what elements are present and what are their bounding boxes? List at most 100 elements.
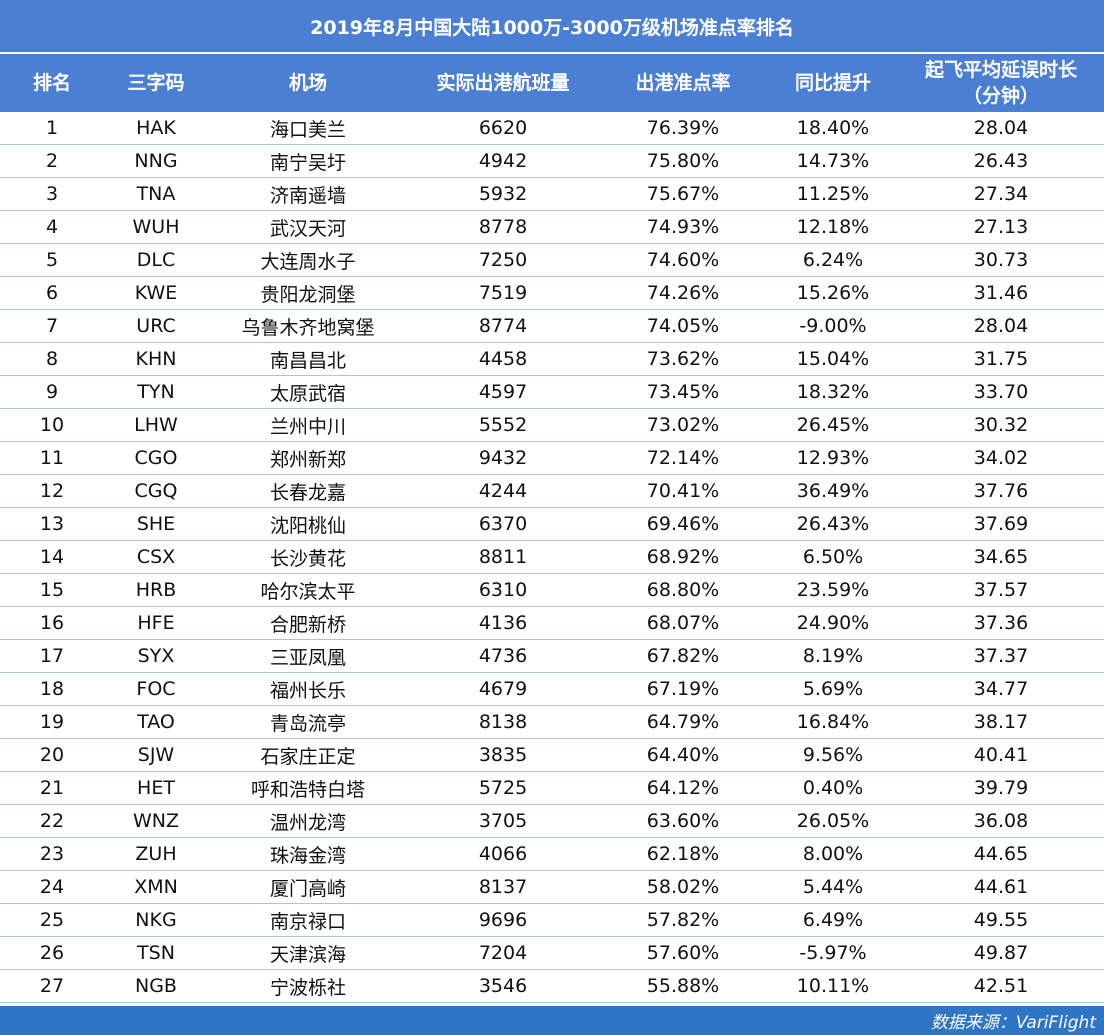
- cell-yoy: 24.90%: [768, 606, 898, 640]
- cell-delay: 34.77: [898, 672, 1104, 706]
- cell-flights: 4679: [408, 672, 598, 706]
- cell-rank: 14: [0, 540, 104, 574]
- cell-yoy: 12.93%: [768, 441, 898, 475]
- table-title: 2019年8月中国大陆1000万-3000万级机场准点率排名: [0, 0, 1104, 54]
- cell-flights: 4136: [408, 606, 598, 640]
- cell-airport: 兰州中川: [208, 408, 408, 442]
- cell-flights: 7519: [408, 276, 598, 310]
- cell-rank: 19: [0, 705, 104, 739]
- cell-flights: 3835: [408, 738, 598, 772]
- cell-rank: 17: [0, 639, 104, 673]
- cell-delay: 31.75: [898, 342, 1104, 376]
- cell-delay: 37.36: [898, 606, 1104, 640]
- cell-ontime: 63.60%: [598, 804, 768, 838]
- cell-delay: 37.69: [898, 507, 1104, 541]
- cell-yoy: 8.00%: [768, 837, 898, 871]
- cell-flights: 6310: [408, 573, 598, 607]
- cell-airport: 三亚凤凰: [208, 639, 408, 673]
- cell-code: CSX: [104, 540, 208, 574]
- cell-ontime: 76.39%: [598, 112, 768, 145]
- table-row: 19 TAO 青岛流亭 8138 64.79% 16.84% 38.17: [0, 705, 1104, 739]
- ranking-table: 排名 三字码 机场 实际出港航班量 出港准点率 同比提升 起飞平均延误时长 （分…: [0, 54, 1104, 1003]
- cell-code: NNG: [104, 144, 208, 178]
- cell-rank: 16: [0, 606, 104, 640]
- cell-flights: 3705: [408, 804, 598, 838]
- table-row: 5 DLC 大连周水子 7250 74.60% 6.24% 30.73: [0, 243, 1104, 277]
- cell-ontime: 57.60%: [598, 936, 768, 970]
- cell-flights: 4736: [408, 639, 598, 673]
- cell-airport: 南京禄口: [208, 903, 408, 937]
- cell-rank: 18: [0, 672, 104, 706]
- cell-delay: 36.08: [898, 804, 1104, 838]
- cell-yoy: 36.49%: [768, 474, 898, 508]
- table-row: 11 CGO 郑州新郑 9432 72.14% 12.93% 34.02: [0, 441, 1104, 475]
- table-row: 22 WNZ 温州龙湾 3705 63.60% 26.05% 36.08: [0, 804, 1104, 838]
- table-row: 25 NKG 南京禄口 9696 57.82% 6.49% 49.55: [0, 903, 1104, 937]
- cell-rank: 12: [0, 474, 104, 508]
- cell-ontime: 74.60%: [598, 243, 768, 277]
- cell-flights: 8138: [408, 705, 598, 739]
- table-row: 4 WUH 武汉天河 8778 74.93% 12.18% 27.13: [0, 210, 1104, 244]
- cell-code: SHE: [104, 507, 208, 541]
- cell-delay: 28.04: [898, 112, 1104, 145]
- cell-delay: 28.04: [898, 309, 1104, 343]
- cell-ontime: 55.88%: [598, 969, 768, 1003]
- cell-code: WNZ: [104, 804, 208, 838]
- cell-rank: 3: [0, 177, 104, 211]
- cell-ontime: 73.02%: [598, 408, 768, 442]
- cell-flights: 4458: [408, 342, 598, 376]
- cell-airport: 乌鲁木齐地窝堡: [208, 309, 408, 343]
- cell-ontime: 64.79%: [598, 705, 768, 739]
- cell-airport: 大连周水子: [208, 243, 408, 277]
- cell-rank: 7: [0, 309, 104, 343]
- cell-delay: 37.57: [898, 573, 1104, 607]
- cell-rank: 26: [0, 936, 104, 970]
- cell-ontime: 68.07%: [598, 606, 768, 640]
- cell-flights: 5552: [408, 408, 598, 442]
- cell-airport: 太原武宿: [208, 375, 408, 409]
- cell-code: TNA: [104, 177, 208, 211]
- cell-code: SJW: [104, 738, 208, 772]
- table-row: 14 CSX 长沙黄花 8811 68.92% 6.50% 34.65: [0, 540, 1104, 574]
- cell-rank: 21: [0, 771, 104, 805]
- cell-flights: 4244: [408, 474, 598, 508]
- cell-flights: 8774: [408, 309, 598, 343]
- cell-yoy: 6.50%: [768, 540, 898, 574]
- table-row: 13 SHE 沈阳桃仙 6370 69.46% 26.43% 37.69: [0, 507, 1104, 541]
- cell-delay: 34.65: [898, 540, 1104, 574]
- cell-airport: 青岛流亭: [208, 705, 408, 739]
- cell-delay: 31.46: [898, 276, 1104, 310]
- cell-yoy: 10.11%: [768, 969, 898, 1003]
- cell-code: HAK: [104, 112, 208, 145]
- cell-flights: 7204: [408, 936, 598, 970]
- cell-code: KWE: [104, 276, 208, 310]
- cell-yoy: 9.56%: [768, 738, 898, 772]
- table-row: 1 HAK 海口美兰 6620 76.39% 18.40% 28.04: [0, 112, 1104, 145]
- header-delay: 起飞平均延误时长 （分钟）: [898, 54, 1104, 112]
- cell-flights: 3546: [408, 969, 598, 1003]
- cell-airport: 南昌昌北: [208, 342, 408, 376]
- cell-code: TAO: [104, 705, 208, 739]
- cell-yoy: 8.19%: [768, 639, 898, 673]
- cell-delay: 49.87: [898, 936, 1104, 970]
- cell-code: DLC: [104, 243, 208, 277]
- cell-rank: 27: [0, 969, 104, 1003]
- cell-ontime: 64.12%: [598, 771, 768, 805]
- cell-ontime: 70.41%: [598, 474, 768, 508]
- cell-rank: 22: [0, 804, 104, 838]
- table-row: 21 HET 呼和浩特白塔 5725 64.12% 0.40% 39.79: [0, 771, 1104, 805]
- cell-rank: 1: [0, 112, 104, 145]
- cell-yoy: 26.43%: [768, 507, 898, 541]
- cell-airport: 郑州新郑: [208, 441, 408, 475]
- cell-airport: 海口美兰: [208, 112, 408, 145]
- cell-yoy: 26.05%: [768, 804, 898, 838]
- cell-rank: 20: [0, 738, 104, 772]
- cell-airport: 福州长乐: [208, 672, 408, 706]
- cell-airport: 哈尔滨太平: [208, 573, 408, 607]
- cell-delay: 40.41: [898, 738, 1104, 772]
- cell-yoy: 16.84%: [768, 705, 898, 739]
- cell-delay: 30.32: [898, 408, 1104, 442]
- cell-flights: 4066: [408, 837, 598, 871]
- cell-airport: 沈阳桃仙: [208, 507, 408, 541]
